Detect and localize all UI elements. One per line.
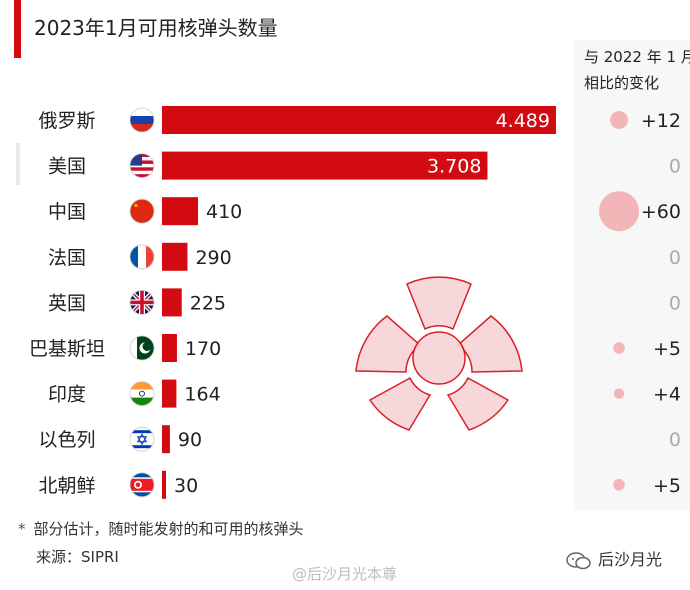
- category-label: 英国: [48, 292, 86, 314]
- change-panel: [574, 40, 690, 510]
- category-label: 印度: [48, 384, 86, 406]
- category-label: 俄罗斯: [38, 110, 95, 132]
- change-bubble: [613, 342, 625, 354]
- change-bubble: [613, 388, 625, 399]
- bar: [162, 334, 177, 362]
- value-label: 170: [185, 338, 221, 360]
- change-header-line2: 相比的变化: [584, 74, 660, 92]
- bar: [162, 197, 198, 226]
- title-accent-bar: [14, 0, 21, 58]
- bar: [162, 470, 166, 499]
- france-flag-icon: [129, 244, 155, 270]
- bar: [162, 106, 556, 134]
- bar: [162, 242, 188, 271]
- change-label: +12: [641, 110, 681, 132]
- change-bubble: [599, 191, 639, 232]
- value-label: 410: [206, 201, 242, 223]
- north-korea-flag-icon: [129, 472, 155, 498]
- bar: [162, 288, 182, 317]
- row-highlight: [16, 143, 20, 185]
- chart-title: 2023年1月可用核弹头数量: [34, 16, 278, 40]
- value-label: 164: [184, 384, 220, 406]
- source: 来源：SIPRI: [36, 548, 119, 566]
- india-flag-icon: [129, 381, 155, 407]
- category-label: 以色列: [38, 429, 95, 451]
- change-label: +4: [653, 384, 681, 406]
- china-flag-icon: [129, 198, 155, 224]
- weibo-watermark: @后沙月光本尊: [292, 565, 398, 583]
- change-header: 与 2022 年 1 月 相比的变化: [584, 44, 690, 96]
- bar: [162, 151, 488, 180]
- russia-flag-icon: [129, 107, 155, 133]
- footnote-text: 部分估计，随时能发射的和可用的核弹头: [33, 520, 304, 538]
- change-label: 0: [669, 247, 681, 269]
- footnote: * 部分估计，随时能发射的和可用的核弹头: [18, 518, 304, 539]
- value-label: 290: [195, 247, 231, 269]
- value-label: 30: [174, 475, 198, 497]
- pakistan-flag-icon: [129, 335, 155, 361]
- value-label: 4.489: [496, 110, 550, 132]
- category-label: 中国: [48, 201, 86, 223]
- value-label: 3.708: [427, 156, 481, 178]
- category-label: 巴基斯坦: [29, 338, 105, 360]
- uk-flag-icon: [129, 289, 155, 315]
- category-label: 美国: [48, 156, 86, 178]
- radiation-symbol-icon: [355, 276, 523, 431]
- change-label: +5: [653, 475, 681, 497]
- change-label: 0: [669, 292, 681, 314]
- change-label: 0: [669, 429, 681, 451]
- usa-flag-icon: [129, 153, 155, 179]
- israel-flag-icon: [129, 426, 155, 452]
- change-label: +60: [641, 201, 681, 223]
- change-bubble: [610, 111, 628, 129]
- bar: [162, 379, 177, 408]
- brand-name: 后沙月光: [598, 550, 663, 569]
- brand-watermark: 后沙月光: [566, 546, 662, 570]
- category-label: 法国: [48, 247, 86, 269]
- footnote-marker: *: [18, 520, 26, 538]
- value-label: 90: [178, 429, 202, 451]
- change-label: +5: [653, 338, 681, 360]
- wechat-icon: [566, 551, 591, 569]
- bar: [162, 425, 170, 454]
- change-bubble: [613, 479, 625, 491]
- value-label: 225: [190, 292, 226, 314]
- category-label: 北朝鲜: [38, 475, 95, 497]
- change-label: 0: [669, 156, 681, 178]
- change-header-line1: 与 2022 年 1 月: [584, 48, 690, 66]
